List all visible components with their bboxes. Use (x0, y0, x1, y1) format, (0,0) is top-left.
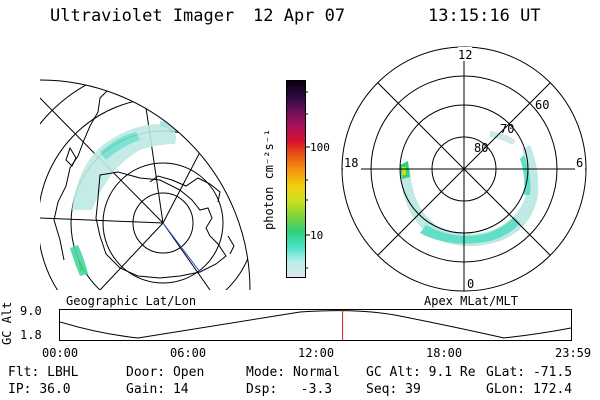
mlt-label-18: 18 (344, 156, 358, 170)
colorbar-unit-label: photon cm⁻²s⁻¹ (262, 128, 276, 230)
time-label: 13:15:16 UT (428, 6, 541, 26)
date-label: 12 Apr 07 (253, 6, 346, 26)
seq-status: Seq: 39 (366, 382, 421, 397)
colorbar-tick-10: 10 (310, 229, 324, 242)
mlt-label-12: 12 (458, 48, 472, 62)
colorbar-ticks (305, 91, 310, 269)
altitude-xtick-0: 00:00 (42, 346, 79, 360)
terminator-line (162, 222, 201, 273)
lat-label-80: 80 (474, 141, 488, 155)
mlt-spokes (342, 47, 586, 291)
instrument-title: Ultraviolet Imager (50, 6, 235, 26)
magnetic-polar-plot: 12 18 6 0 80 70 60 (341, 46, 587, 292)
lat-label-60: 60 (535, 98, 549, 112)
mode-status: Mode: Normal (246, 365, 340, 380)
glon-status: GLon: 172.4 (486, 382, 573, 397)
altitude-xtick-3: 18:00 (426, 346, 463, 360)
door-status: Door: Open (126, 365, 205, 380)
ip-status: IP: 36.0 (8, 382, 71, 397)
altitude-ytick-low: 1.8 (20, 328, 42, 342)
colorbar (286, 80, 306, 278)
dsp-status: Dsp: -3.3 (246, 382, 333, 397)
altitude-plot (59, 309, 572, 341)
mlt-label-0: 0 (467, 277, 474, 291)
altitude-ytick-high: 9.0 (20, 304, 42, 318)
altitude-axis-label: GC Alt (0, 301, 14, 345)
aurora-oval (400, 131, 539, 247)
glat-status: GLat: -71.5 (486, 365, 573, 380)
gc-alt-status: GC Alt: 9.1 Re (366, 365, 476, 380)
altitude-xtick-1: 06:00 (170, 346, 207, 360)
coastlines (53, 80, 235, 279)
altitude-curve (60, 310, 571, 340)
geographic-panel-label: Geographic Lat/Lon (66, 294, 197, 308)
altitude-xtick-2: 12:00 (298, 346, 335, 360)
filter-status: Flt: LBHL (8, 365, 79, 380)
magnetic-panel-label: Apex MLat/MLT (424, 294, 518, 308)
altitude-xtick-4: 23:59 (555, 346, 592, 360)
aurora-emission (70, 121, 177, 276)
lat-label-70: 70 (500, 122, 514, 136)
mlt-label-6: 6 (576, 156, 583, 170)
gain-status: Gain: 14 (126, 382, 189, 397)
geographic-image (40, 79, 251, 290)
colorbar-tick-100: 100 (310, 141, 330, 154)
